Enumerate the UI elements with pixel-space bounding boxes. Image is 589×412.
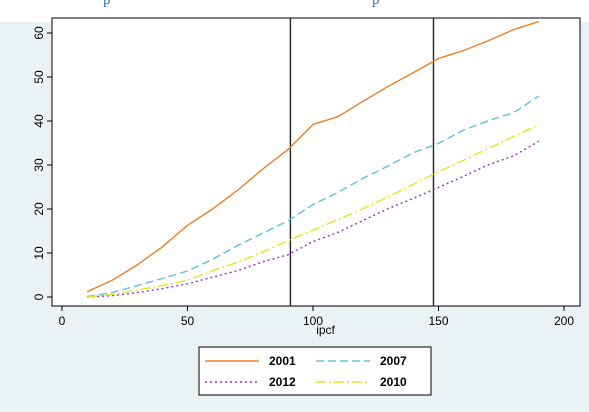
x-tick-label-50: 50 xyxy=(181,314,195,328)
y-tick-label-0: 0 xyxy=(32,293,46,300)
x-tick-label-150: 150 xyxy=(428,314,448,328)
x-tick-label-0: 0 xyxy=(59,314,66,328)
header-fragment-right: p xyxy=(372,0,380,8)
legend-label-2012: 2012 xyxy=(269,375,296,389)
series-line-2001 xyxy=(86,20,540,293)
series-line-2012 xyxy=(87,140,540,298)
legend-box xyxy=(198,346,432,396)
series-line-2010 xyxy=(87,124,540,298)
y-tick-label-50: 50 xyxy=(32,70,46,84)
legend-label-2001: 2001 xyxy=(269,354,296,368)
y-tick-label-20: 20 xyxy=(32,202,46,216)
series-line-2007 xyxy=(86,95,540,298)
y-tick-label-40: 40 xyxy=(32,114,46,128)
legend-label-2010: 2010 xyxy=(380,375,407,389)
plot-area xyxy=(51,17,581,307)
x-tick-label-200: 200 xyxy=(554,314,574,328)
y-tick-label-10: 10 xyxy=(32,246,46,260)
legend-label-2007: 2007 xyxy=(380,354,407,368)
cropped-header-text: p p xyxy=(0,0,589,22)
y-tick-label-30: 30 xyxy=(32,158,46,172)
header-fragment-left: p xyxy=(103,0,111,8)
x-axis-title: ipcf xyxy=(316,323,335,337)
x-tick-label-100: 100 xyxy=(303,314,323,328)
y-tick-label-60: 60 xyxy=(32,26,46,40)
